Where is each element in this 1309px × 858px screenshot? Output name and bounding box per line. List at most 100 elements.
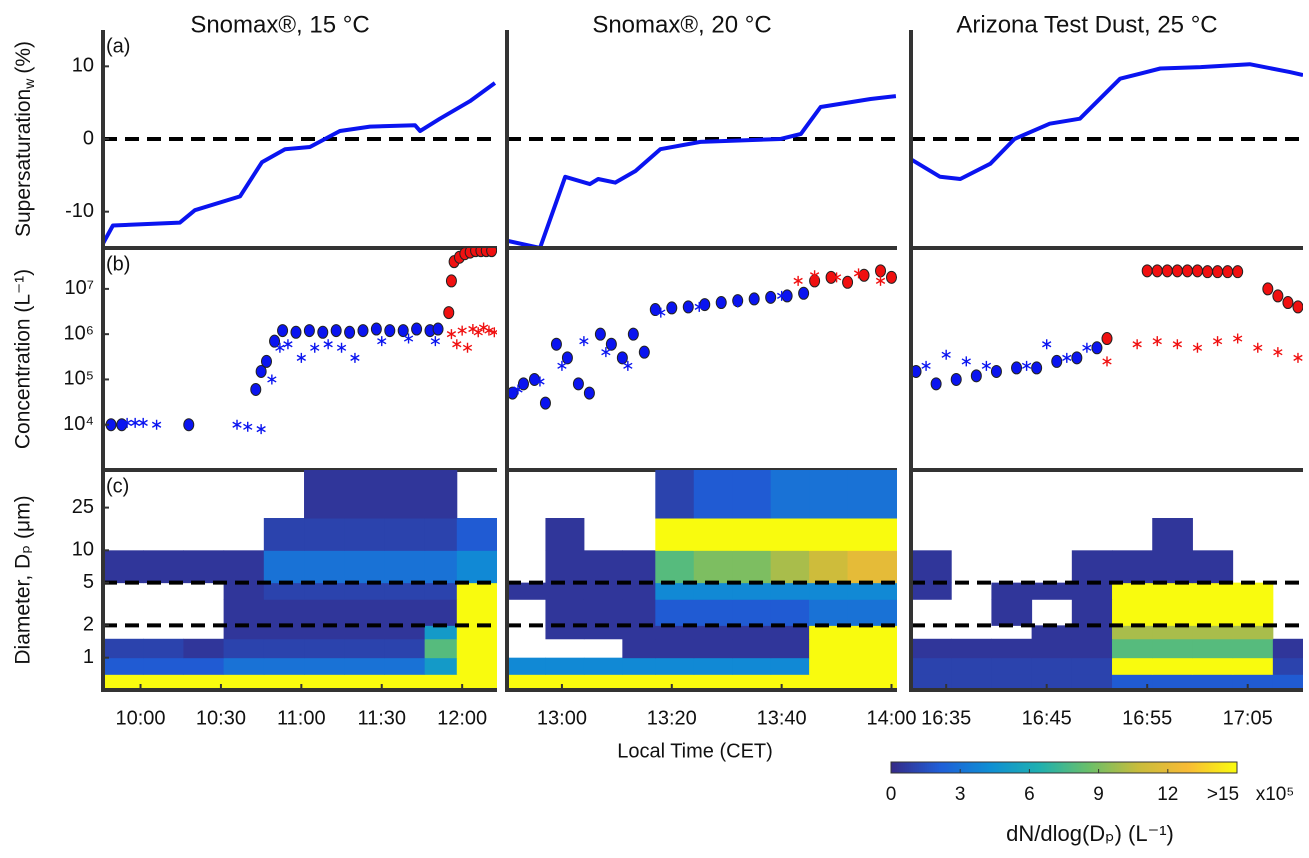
heatmap-cell: [809, 657, 849, 675]
heatmap-cell: [304, 470, 345, 519]
heatmap-cell: [991, 599, 1033, 626]
colorbar-swatch: [1089, 762, 1092, 773]
colorbar-swatch: [1227, 762, 1230, 773]
heatmap-cell: [622, 638, 656, 659]
colorbar-tick-label: 3: [955, 784, 966, 805]
panel: [911, 62, 1303, 181]
colorbar-swatch: [903, 762, 906, 773]
heatmap-cell: [304, 674, 345, 690]
colorbar-swatch: [1221, 762, 1224, 773]
colorbar-swatch: [975, 762, 978, 773]
heatmap-cell: [991, 582, 1033, 600]
point: [1171, 264, 1183, 278]
heatmap-cell: [344, 674, 385, 690]
point: [809, 270, 820, 281]
y-tick-label: 10⁴: [63, 413, 94, 435]
heatmap-cell: [809, 599, 849, 626]
colorbar-swatch: [1053, 762, 1056, 773]
colorbar-swatch: [977, 762, 980, 773]
point: [682, 300, 694, 314]
point: [317, 325, 329, 339]
colorbar-swatch: [1139, 762, 1142, 773]
heatmap-cell: [384, 638, 426, 659]
heatmap-cell: [304, 582, 345, 600]
y-tick-label: 10⁶: [64, 322, 94, 344]
colorbar-swatch: [983, 762, 986, 773]
colorbar-swatch: [917, 762, 920, 773]
heatmap-cell: [1192, 599, 1234, 626]
point: [601, 347, 611, 358]
heatmap-cell: [770, 470, 810, 519]
colorbar-swatch: [1057, 762, 1060, 773]
point: [336, 342, 347, 353]
colorbar-swatch: [1121, 762, 1124, 773]
heatmap-cell: [223, 674, 265, 690]
heatmap-cell: [1232, 638, 1274, 659]
point: [1151, 264, 1163, 278]
point: [627, 327, 639, 341]
colorbar-swatch: [933, 762, 936, 773]
x-tick-label: 16:35: [921, 707, 971, 729]
heatmap-cell: [991, 657, 1033, 675]
heatmap-cell: [1071, 582, 1113, 600]
heatmap-cell: [1071, 550, 1113, 584]
heatmap-cell: [847, 582, 897, 600]
point: [1042, 339, 1052, 350]
panel-label: (c): [106, 475, 129, 497]
heatmap-cell: [655, 638, 695, 659]
heatmap-cell: [732, 625, 772, 640]
point: [489, 327, 497, 338]
heatmap-cell: [424, 470, 458, 519]
point: [748, 292, 760, 306]
colorbar-swatch: [1045, 762, 1048, 773]
point: [243, 421, 253, 432]
y-tick-label: 10: [72, 55, 94, 77]
panel-title: Arizona Test Dust, 25 °C: [956, 11, 1217, 38]
heatmap-cell: [545, 518, 585, 551]
heatmap-cell: [424, 674, 458, 690]
colorbar-swatch: [1135, 762, 1138, 773]
colorbar-swatch: [1175, 762, 1178, 773]
point: [798, 286, 810, 300]
y-tick-label: 2: [83, 614, 94, 636]
heatmap-cell: [223, 638, 265, 659]
colorbar-swatch: [1187, 762, 1190, 773]
colorbar-swatch: [1029, 762, 1032, 773]
point: [255, 364, 267, 378]
x-tick-label: 13:00: [537, 707, 587, 729]
heatmap-cell: [263, 674, 305, 690]
colorbar-swatch: [1027, 762, 1030, 773]
colorbar-swatch: [897, 762, 900, 773]
colorbar-swatch: [1037, 762, 1040, 773]
heatmap-cell: [1152, 518, 1193, 551]
colorbar-swatch: [935, 762, 938, 773]
point: [1031, 361, 1043, 375]
point: [330, 324, 342, 338]
y-tick-label: 10: [72, 539, 94, 561]
heatmap-cell: [1272, 638, 1303, 659]
point: [550, 337, 562, 351]
point: [981, 360, 992, 371]
colorbar-swatch: [913, 762, 916, 773]
heatmap-cell: [143, 550, 184, 584]
colorbar-swatch: [1219, 762, 1222, 773]
point: [616, 351, 628, 365]
colorbar-swatch: [1067, 762, 1070, 773]
point: [397, 324, 409, 338]
colorbar-swatch: [1035, 762, 1038, 773]
heatmap-cell: [304, 599, 345, 626]
heatmap-cell: [732, 638, 772, 659]
colorbar-swatch: [1151, 762, 1154, 773]
heatmap-cell: [693, 674, 733, 690]
heatmap-cell: [655, 582, 695, 600]
heatmap-cell: [384, 470, 426, 519]
heatmap-cell: [1152, 674, 1193, 690]
colorbar-swatch: [1091, 762, 1094, 773]
heatmap-cell: [424, 657, 458, 675]
point: [623, 360, 633, 371]
colorbar-tick-label: 12: [1157, 784, 1178, 805]
heatmap-cell: [583, 599, 623, 626]
colorbar-swatch: [1083, 762, 1086, 773]
heatmap-cell: [1192, 625, 1234, 640]
point: [403, 333, 414, 344]
